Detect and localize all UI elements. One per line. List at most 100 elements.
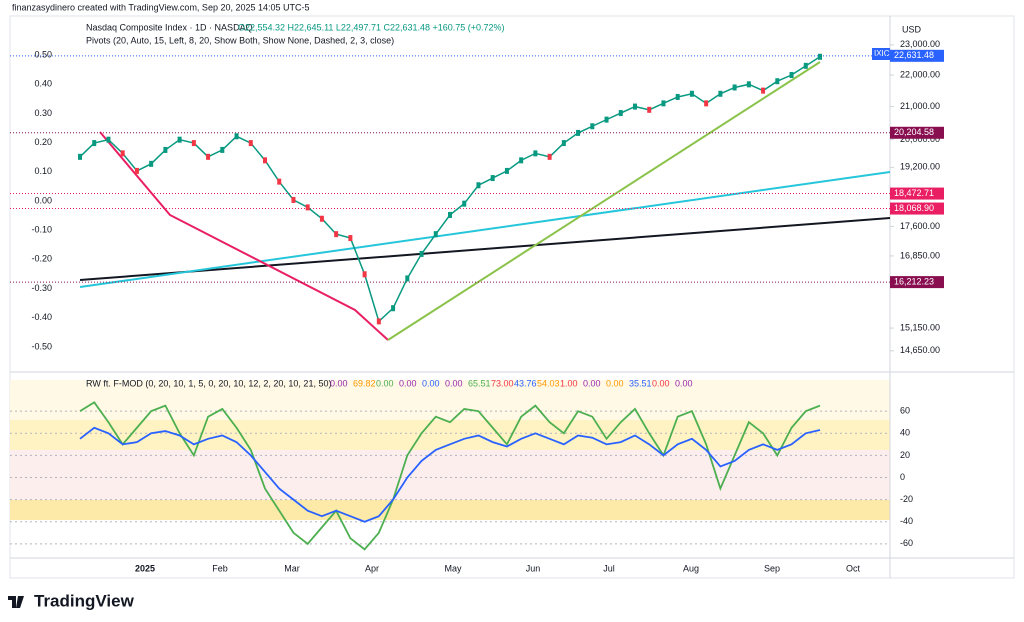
- candle: [334, 231, 339, 238]
- left-tick-label: 0.50: [34, 49, 52, 59]
- candle: [319, 215, 324, 222]
- price-tag: [890, 126, 944, 139]
- price-tick-label: 22,000.00: [900, 69, 940, 79]
- candle: [604, 116, 609, 123]
- candle: [163, 146, 168, 153]
- candle: [704, 100, 709, 107]
- candle: [789, 72, 794, 79]
- readout: 0.00: [606, 378, 624, 388]
- candle: [248, 140, 253, 147]
- candle: [547, 153, 552, 160]
- x-tick-label: Mar: [284, 563, 300, 573]
- x-tick-label: Oct: [846, 563, 861, 573]
- candle: [305, 204, 310, 211]
- pivots-legend: Pivots (20, Auto, 15, Left, 8, 20, Show …: [86, 35, 394, 45]
- readout: 65.51: [468, 378, 491, 388]
- candle: [376, 318, 381, 325]
- price-tick-label: 15,150.00: [900, 322, 940, 332]
- left-tick-label: 0.00: [34, 195, 52, 205]
- candle: [448, 211, 452, 218]
- candle: [405, 275, 410, 282]
- candle: [647, 106, 652, 113]
- left-tick-label: -0.10: [31, 225, 52, 235]
- ticker-tag: [872, 48, 890, 60]
- price-tick-label: 14,650.00: [900, 345, 940, 355]
- brand: TradingView: [34, 591, 135, 610]
- candle: [576, 129, 581, 136]
- candle: [134, 167, 139, 174]
- candle: [177, 136, 182, 143]
- credit: finanzasydinero created with TradingView…: [12, 2, 310, 12]
- ind-tick-label: 20: [900, 450, 910, 460]
- drawing: [387, 61, 821, 341]
- x-tick-label: May: [444, 563, 462, 573]
- band-low: [10, 500, 890, 520]
- candle: [291, 196, 296, 203]
- candle: [618, 110, 623, 117]
- price-tick-label: 17,600.00: [900, 221, 940, 231]
- candle: [462, 200, 467, 207]
- price-tick-label: 21,000.00: [900, 101, 940, 111]
- price-tag-label: 16,212.23: [894, 276, 934, 286]
- ind-tick-label: -60: [900, 538, 913, 548]
- candle: [718, 90, 723, 97]
- candle: [419, 250, 424, 257]
- price-tag-label: 18,472.71: [894, 188, 934, 198]
- readout: 54.03: [537, 378, 560, 388]
- x-tick-label: 2025: [135, 563, 155, 573]
- left-tick-label: 0.20: [34, 137, 52, 147]
- candle: [433, 231, 438, 238]
- ticker: IXIC: [874, 49, 890, 58]
- candle: [277, 178, 282, 185]
- ohlc: O22,554.32 H22,645.11 L22,497.71 C22,631…: [238, 22, 505, 32]
- readout: 0.00: [652, 378, 670, 388]
- readout: 43.76: [514, 378, 537, 388]
- readout: 0.00: [330, 378, 348, 388]
- band-top: [10, 380, 890, 420]
- candle: [476, 182, 481, 189]
- candle: [220, 146, 225, 153]
- x-tick-label: Feb: [212, 563, 228, 573]
- candle: [78, 153, 82, 160]
- left-tick-label: -0.40: [31, 312, 52, 322]
- x-tick-label: Sep: [764, 563, 780, 573]
- trend-line: [79, 171, 891, 288]
- candle: [661, 100, 666, 107]
- indicator-line: [79, 401, 821, 551]
- left-tick-label: -0.50: [31, 341, 52, 351]
- candle: [746, 81, 751, 88]
- left-tick-label: 0.10: [34, 166, 52, 176]
- price-tag: [890, 187, 944, 200]
- price-tag: [890, 202, 944, 215]
- candle: [775, 78, 780, 85]
- symbol: Nasdaq Composite Index · 1D · NASDAQ: [86, 22, 253, 32]
- candle: [362, 271, 367, 278]
- readout: 0.00: [376, 378, 394, 388]
- candle: [761, 87, 766, 94]
- left-tick-label: 0.30: [34, 108, 52, 118]
- readout: 0.00: [399, 378, 417, 388]
- candle: [590, 123, 595, 130]
- readout: 0.00: [422, 378, 440, 388]
- readout: 0.00: [445, 378, 463, 388]
- price-tag: [890, 276, 944, 289]
- candle: [633, 103, 637, 110]
- candle: [391, 305, 396, 312]
- price-tick-label: 16,850.00: [900, 250, 940, 260]
- price-tick-label: 20,000.00: [900, 134, 940, 144]
- candle: [533, 150, 538, 157]
- candle: [234, 133, 239, 140]
- candle: [106, 136, 111, 143]
- readout: 73.00: [491, 378, 514, 388]
- candle: [504, 167, 509, 174]
- price-tag-label: 18,068.90: [894, 203, 934, 213]
- price-tag: [890, 49, 944, 62]
- price-tick-label: 19,200.00: [900, 162, 940, 172]
- band-mid: [10, 450, 890, 500]
- trend-line: [79, 217, 891, 281]
- ind-tick-label: 0: [900, 472, 905, 482]
- x-tick-label: Apr: [365, 563, 379, 573]
- candle: [92, 140, 97, 147]
- candle: [348, 235, 353, 242]
